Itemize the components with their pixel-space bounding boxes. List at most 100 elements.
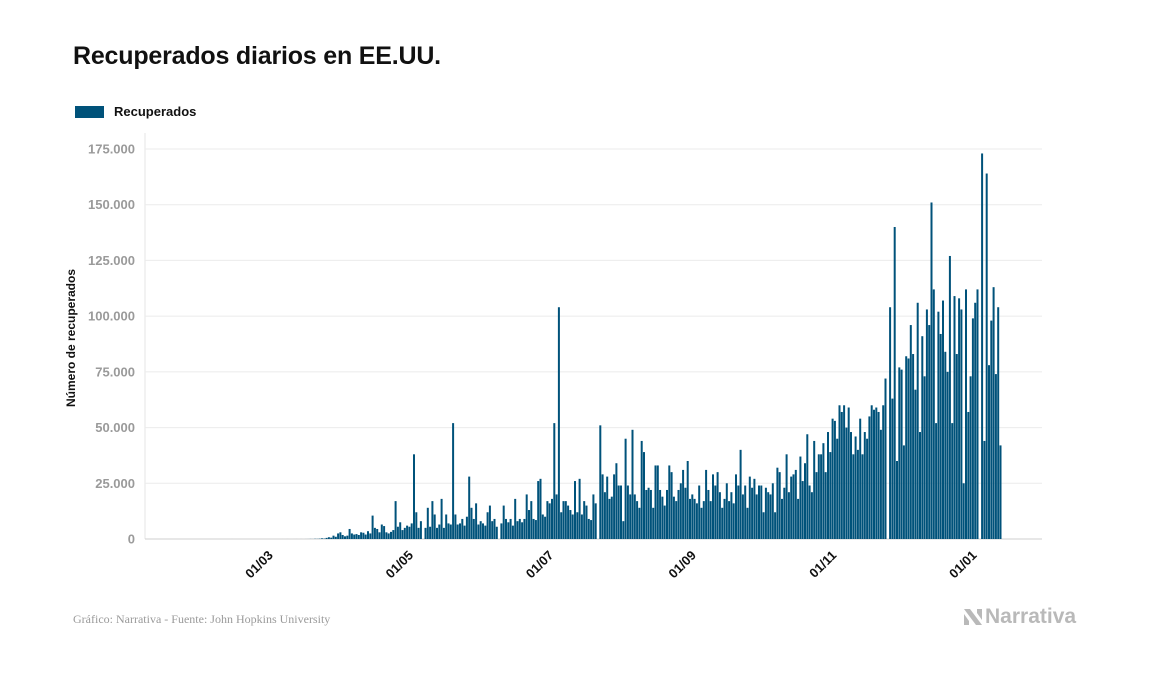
bar xyxy=(477,524,480,539)
bar xyxy=(332,535,335,539)
legend-swatch xyxy=(75,105,104,118)
bar xyxy=(431,501,434,539)
bar xyxy=(337,533,340,539)
bar xyxy=(981,153,984,539)
bar xyxy=(891,398,894,539)
bar xyxy=(833,420,836,539)
bar xyxy=(868,416,871,539)
bar xyxy=(679,483,682,539)
bar xyxy=(751,487,754,539)
bar xyxy=(470,507,473,539)
bar xyxy=(562,501,565,539)
bar xyxy=(645,489,648,539)
bar xyxy=(521,522,524,539)
bar xyxy=(781,498,783,539)
bar xyxy=(935,423,938,539)
bar xyxy=(702,501,705,539)
bar xyxy=(553,423,556,539)
bar xyxy=(919,432,921,539)
bar xyxy=(744,485,747,539)
bar xyxy=(928,325,931,539)
bar xyxy=(348,528,351,539)
bar xyxy=(767,492,770,539)
bar xyxy=(861,454,864,539)
bar xyxy=(484,525,487,539)
bar xyxy=(776,467,779,539)
bar xyxy=(620,485,622,539)
bar xyxy=(737,485,740,539)
bar xyxy=(873,409,875,539)
bar xyxy=(511,525,514,539)
bar xyxy=(603,492,606,539)
bar xyxy=(882,405,885,539)
x-tick-label: 01/07 xyxy=(523,548,557,582)
bar xyxy=(551,498,553,539)
bar xyxy=(532,518,535,539)
bar xyxy=(371,515,374,539)
bar xyxy=(624,438,627,539)
bar xyxy=(530,501,533,539)
bar xyxy=(907,358,910,539)
bar xyxy=(488,505,491,539)
bar xyxy=(456,524,459,539)
bar xyxy=(822,443,825,539)
y-tick-labels: 0 25.000 50.000 75.000 100.000 125.000 150.000… xyxy=(88,142,135,547)
bar xyxy=(799,456,802,539)
bar xyxy=(794,469,797,539)
bar xyxy=(921,336,924,539)
bar xyxy=(916,302,919,539)
bar xyxy=(827,432,829,539)
bar xyxy=(992,287,995,539)
bar xyxy=(850,432,852,539)
bar xyxy=(806,434,809,539)
bar xyxy=(516,521,519,539)
x-tick-label: 01/01 xyxy=(946,548,980,582)
bar xyxy=(654,465,657,539)
x-tick-labels: 01/03 01/05 01/07 01/09 01/11 01/01 xyxy=(242,548,979,582)
bar xyxy=(870,405,873,539)
bar xyxy=(380,524,383,539)
bar xyxy=(631,429,634,539)
bar xyxy=(339,532,342,539)
bar xyxy=(449,524,452,539)
bar xyxy=(994,374,997,539)
bar xyxy=(518,518,521,539)
gridlines xyxy=(144,133,1042,540)
bar xyxy=(410,523,413,539)
bar xyxy=(367,531,369,539)
bar xyxy=(491,521,494,539)
bar xyxy=(413,454,415,539)
bar xyxy=(900,369,903,539)
bar xyxy=(898,367,901,539)
bar xyxy=(838,405,841,539)
bar xyxy=(990,320,993,539)
bar xyxy=(785,454,788,539)
bar xyxy=(661,496,664,539)
bar xyxy=(327,537,330,539)
bar xyxy=(385,532,388,539)
bar xyxy=(392,530,395,539)
bar xyxy=(525,494,528,539)
bar xyxy=(753,478,756,539)
bar xyxy=(988,365,990,539)
bar xyxy=(433,514,436,539)
bar xyxy=(939,333,942,539)
bar xyxy=(976,289,979,539)
bar xyxy=(755,494,758,539)
bar xyxy=(955,354,958,539)
narrativa-logo: Narrativa xyxy=(963,605,1076,629)
bar xyxy=(668,465,671,539)
bar xyxy=(937,311,940,539)
bar xyxy=(571,514,574,539)
bar xyxy=(362,532,365,539)
bar xyxy=(387,533,390,539)
bar xyxy=(601,474,604,539)
bar xyxy=(502,505,505,539)
bar xyxy=(905,356,908,539)
legend: Recuperados xyxy=(75,104,196,119)
narrativa-logo-icon xyxy=(964,609,982,625)
bar xyxy=(341,534,344,539)
bar xyxy=(923,376,926,539)
bar xyxy=(507,522,510,539)
bar xyxy=(659,489,662,539)
